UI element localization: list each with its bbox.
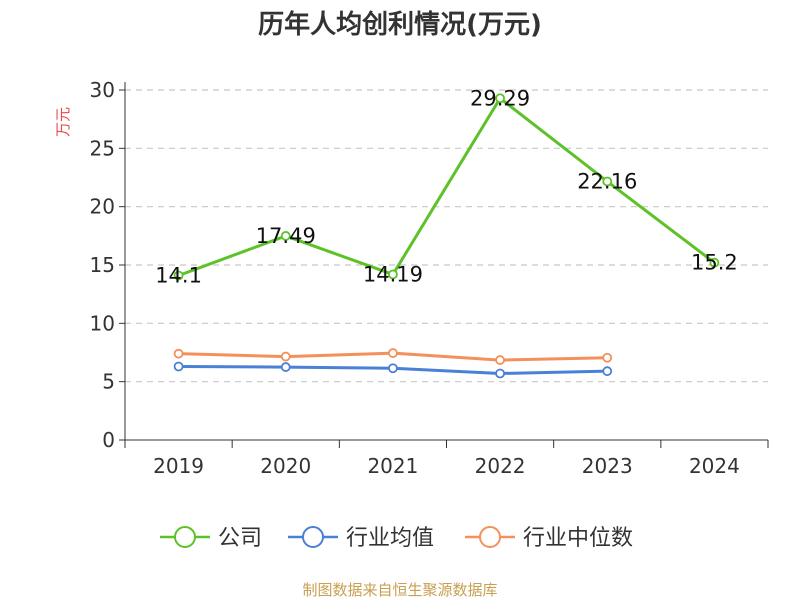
x-tick-label: 2019 (153, 454, 204, 478)
data-point (280, 351, 291, 362)
y-axis-label: 万元 (54, 107, 72, 137)
data-point (173, 348, 184, 359)
data-point (280, 231, 291, 241)
x-tick-label: 2022 (475, 454, 526, 478)
legend-swatch-marker (479, 526, 501, 548)
y-tick-label: 10 (90, 311, 115, 335)
source-note: 制图数据来自恒生聚源数据库 (302, 581, 497, 599)
y-tick-label: 20 (90, 195, 115, 219)
y-tick-label: 5 (102, 370, 115, 394)
legend-label: 行业均值 (346, 526, 434, 551)
data-label: 29.29 (470, 86, 530, 110)
x-tick-label: 2021 (367, 454, 418, 478)
y-tick-label: 0 (102, 428, 115, 452)
data-point (280, 362, 291, 372)
data-label: 14.19 (363, 262, 423, 286)
data-point (602, 176, 613, 187)
data-point (388, 348, 398, 358)
chart-title: 历年人均创利情况(万元) (258, 9, 542, 40)
x-tick-label: 2024 (689, 454, 740, 478)
data-point (388, 363, 398, 374)
y-tick-label: 15 (90, 253, 115, 277)
data-label: 17.49 (256, 224, 316, 248)
legend[interactable]: 公司 行业均值 行业中位数 (160, 526, 633, 551)
legend-item-0[interactable]: 公司 (160, 526, 262, 551)
data-point (388, 269, 398, 280)
series-lines (173, 93, 720, 379)
legend-swatch-marker (174, 526, 196, 548)
axes: 0 5 10 15 20 25 30 2019 2020 2021 2022 2023 2024 (90, 78, 769, 478)
data-point (602, 352, 613, 363)
x-tick-label: 2020 (260, 454, 311, 478)
y-tick-label: 25 (90, 136, 115, 160)
data-label: 15.2 (691, 251, 738, 275)
legend-label: 公司 (218, 526, 262, 551)
x-tick-label: 2023 (582, 454, 633, 478)
legend-swatch-marker (302, 526, 324, 548)
data-point (495, 355, 505, 365)
data-point (602, 366, 613, 377)
data-labels: 14.1 17.49 14.19 29.29 22.16 15.2 (155, 86, 738, 287)
gridlines (125, 89, 768, 383)
data-point (173, 270, 184, 281)
legend-item-1[interactable]: 行业均值 (288, 526, 434, 551)
data-point (495, 368, 505, 379)
data-point (495, 93, 505, 104)
data-label: 14.1 (155, 264, 202, 288)
legend-label: 行业中位数 (523, 526, 633, 551)
data-point (709, 257, 720, 268)
legend-item-2[interactable]: 行业中位数 (465, 526, 633, 551)
data-point (173, 361, 184, 372)
y-tick-label: 30 (90, 78, 115, 102)
data-label: 22.16 (577, 169, 637, 193)
series-line-0 (178, 96, 716, 277)
